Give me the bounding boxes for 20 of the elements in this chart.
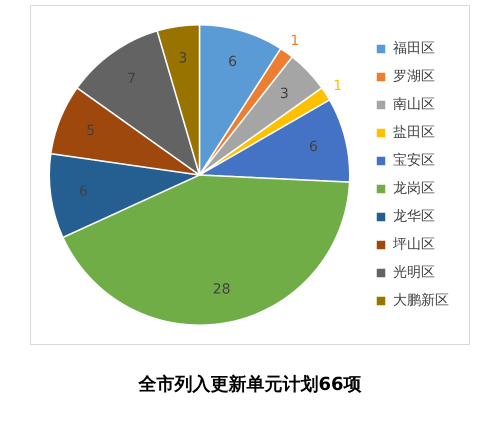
data-label: 6 [308,139,318,156]
legend-label: 光明区 [393,264,435,281]
legend-label: 龙华区 [393,208,435,225]
data-label: 3 [178,50,188,67]
data-label: 6 [228,54,238,70]
data-label: 3 [280,86,289,102]
data-label: 5 [86,123,96,140]
legend-label: 福田区 [393,40,435,57]
legend-label: 南山区 [393,96,435,113]
legend-label: 罗湖区 [393,68,435,85]
legend-label: 龙岗区 [393,180,435,197]
data-label: 28 [212,282,231,298]
text: 全市列入更新单元计划66项 [137,373,363,396]
legend-label: 坪山区 [392,236,435,253]
legend-label: 盐田区 [393,124,435,141]
data-label: 6 [79,183,88,200]
legend-label: 宝安区 [393,152,435,169]
data-label: 1 [290,32,300,49]
legend-label: 大鹏新区 [393,292,449,309]
data-label: 1 [333,78,342,94]
